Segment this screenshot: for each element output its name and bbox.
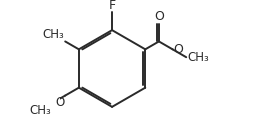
Text: O: O [154, 10, 164, 23]
Text: CH₃: CH₃ [43, 28, 65, 41]
Text: O: O [173, 43, 183, 56]
Text: F: F [108, 0, 116, 12]
Text: CH₃: CH₃ [29, 104, 51, 117]
Text: CH₃: CH₃ [187, 51, 209, 64]
Text: O: O [56, 96, 65, 109]
